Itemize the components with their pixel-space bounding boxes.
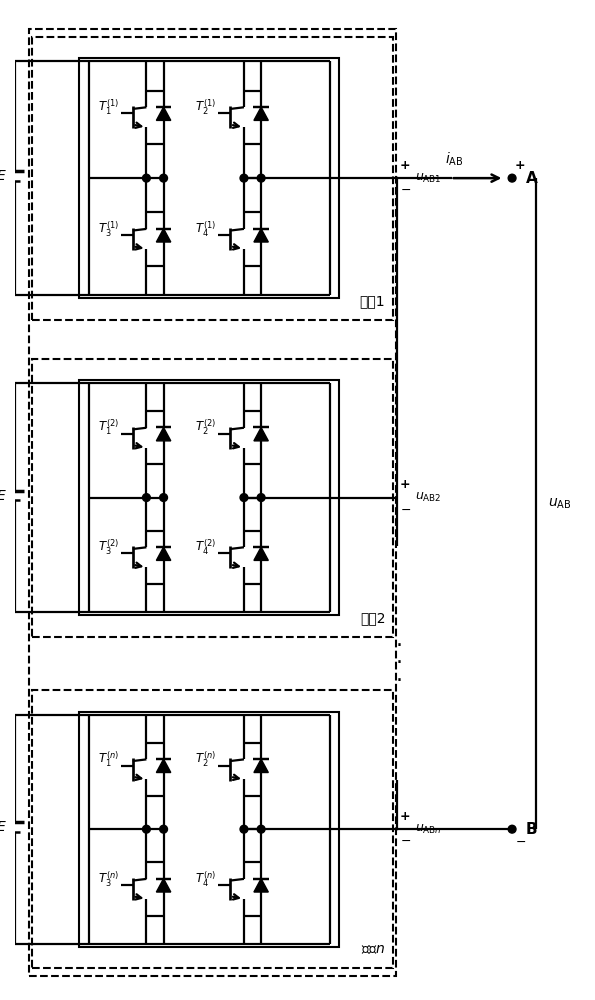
Text: $T_{3}^{(1)}$: $T_{3}^{(1)}$ xyxy=(98,219,119,239)
Circle shape xyxy=(257,825,265,833)
Text: $T_{2}^{(2)}$: $T_{2}^{(2)}$ xyxy=(195,418,216,437)
Circle shape xyxy=(143,174,151,182)
Polygon shape xyxy=(254,427,268,441)
Polygon shape xyxy=(254,759,268,773)
Polygon shape xyxy=(254,879,268,892)
Polygon shape xyxy=(156,879,171,892)
Circle shape xyxy=(159,494,167,501)
Text: $T_{4}^{(n)}$: $T_{4}^{(n)}$ xyxy=(195,869,216,889)
Text: $-$: $-$ xyxy=(400,503,411,516)
Polygon shape xyxy=(156,107,171,120)
Text: $T_{1}^{(n)}$: $T_{1}^{(n)}$ xyxy=(98,750,119,769)
Circle shape xyxy=(159,825,167,833)
Polygon shape xyxy=(156,427,171,441)
Text: $T_{3}^{(n)}$: $T_{3}^{(n)}$ xyxy=(98,869,119,889)
Circle shape xyxy=(240,174,248,182)
Polygon shape xyxy=(156,229,171,242)
Circle shape xyxy=(159,174,167,182)
Text: $T_{4}^{(2)}$: $T_{4}^{(2)}$ xyxy=(195,538,216,557)
Text: +: + xyxy=(400,810,411,823)
Text: $T_{2}^{(1)}$: $T_{2}^{(1)}$ xyxy=(195,98,216,117)
Text: ·: · xyxy=(396,671,402,691)
Text: $T_{3}^{(2)}$: $T_{3}^{(2)}$ xyxy=(98,538,119,557)
Circle shape xyxy=(257,494,265,501)
Polygon shape xyxy=(254,547,268,560)
Circle shape xyxy=(240,825,248,833)
Text: $-$: $-$ xyxy=(400,183,411,196)
Circle shape xyxy=(240,494,248,501)
Circle shape xyxy=(143,825,151,833)
Bar xyxy=(29,29,396,976)
Text: $u_{\mathrm{AB2}}$: $u_{\mathrm{AB2}}$ xyxy=(415,491,441,504)
Polygon shape xyxy=(156,759,171,773)
Text: $E$: $E$ xyxy=(0,820,7,834)
Circle shape xyxy=(143,494,151,501)
Text: $i_{\mathrm{AB}}$: $i_{\mathrm{AB}}$ xyxy=(445,151,464,168)
Text: $E$: $E$ xyxy=(0,169,7,183)
Text: $u_{\mathrm{AB}n}$: $u_{\mathrm{AB}n}$ xyxy=(415,823,441,836)
Bar xyxy=(32,690,393,968)
Circle shape xyxy=(257,174,265,182)
Text: ·: · xyxy=(396,636,402,656)
Text: $-$: $-$ xyxy=(515,835,526,848)
Text: $T_{4}^{(1)}$: $T_{4}^{(1)}$ xyxy=(195,219,216,239)
Text: $-$: $-$ xyxy=(400,834,411,847)
Bar xyxy=(79,58,340,298)
Text: 单剃1: 单剃1 xyxy=(359,294,386,308)
Text: ·: · xyxy=(396,653,402,673)
Polygon shape xyxy=(254,107,268,120)
Bar xyxy=(79,712,340,947)
Text: +: + xyxy=(400,159,411,172)
Text: $E$: $E$ xyxy=(0,489,7,503)
Text: $T_{1}^{(1)}$: $T_{1}^{(1)}$ xyxy=(98,98,119,117)
Text: +: + xyxy=(515,159,525,172)
Text: $u_{\mathrm{AB}}$: $u_{\mathrm{AB}}$ xyxy=(548,496,572,511)
Text: $u_{\mathrm{AB1}}$: $u_{\mathrm{AB1}}$ xyxy=(415,172,441,185)
Text: 单剃2: 单剃2 xyxy=(360,611,386,625)
Circle shape xyxy=(508,174,516,182)
Text: 单元$n$: 单元$n$ xyxy=(361,942,386,956)
Bar xyxy=(79,380,340,615)
Text: $T_{1}^{(2)}$: $T_{1}^{(2)}$ xyxy=(98,418,119,437)
Text: $T_{2}^{(n)}$: $T_{2}^{(n)}$ xyxy=(195,750,216,769)
Circle shape xyxy=(508,825,516,833)
Polygon shape xyxy=(254,229,268,242)
Text: A: A xyxy=(526,171,537,186)
Polygon shape xyxy=(156,547,171,560)
Bar xyxy=(32,37,393,320)
Text: B: B xyxy=(526,822,537,837)
Bar xyxy=(32,359,393,637)
Text: +: + xyxy=(400,478,411,491)
